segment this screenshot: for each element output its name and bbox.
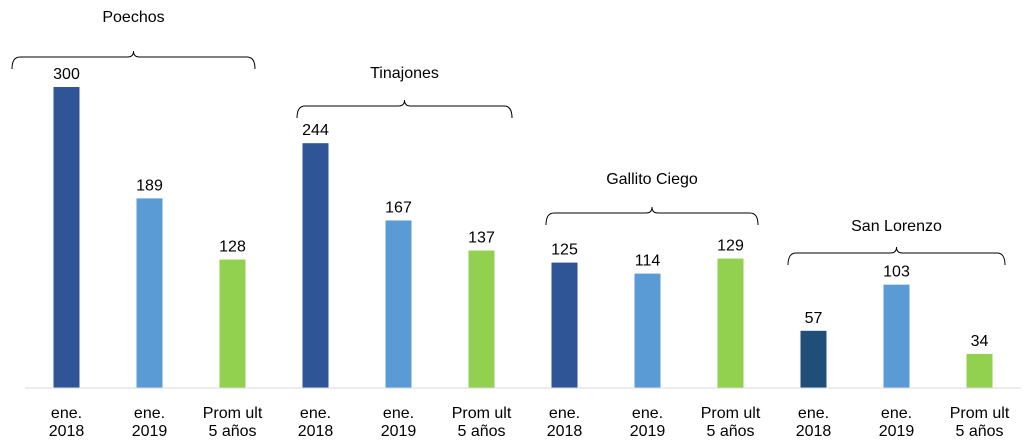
x-tick-label: ene. 2019 <box>879 405 915 440</box>
data-label: 300 <box>53 66 80 83</box>
x-tick-label: ene. 2019 <box>381 405 417 440</box>
group-bracket <box>787 246 1006 266</box>
bar <box>800 330 827 388</box>
x-tick-label-line: 2019 <box>381 423 417 440</box>
bar <box>468 250 495 388</box>
data-label: 137 <box>468 230 495 247</box>
x-tick-label-line: Prom ult <box>452 405 512 422</box>
bar <box>302 143 329 388</box>
bar <box>717 258 744 388</box>
data-label: 189 <box>136 177 163 194</box>
group-label: Gallito Ciego <box>606 171 698 188</box>
group-bracket <box>296 99 513 119</box>
data-label: 57 <box>805 310 823 327</box>
x-tick-label-line: 2019 <box>630 423 666 440</box>
data-label: 167 <box>385 199 412 216</box>
x-tick-label: ene. 2018 <box>49 405 85 440</box>
bar <box>219 259 246 388</box>
bar <box>53 87 80 388</box>
x-tick-label-line: Prom ult <box>950 405 1010 422</box>
x-tick-label-line: 5 años <box>955 423 1003 440</box>
x-tick-label-line: ene. <box>134 405 165 422</box>
x-tick-label: Prom ult 5 años <box>452 405 512 440</box>
bar <box>634 273 661 388</box>
x-tick-label-line: ene. <box>549 405 580 422</box>
x-tick-label-line: 2019 <box>879 423 915 440</box>
bar <box>883 284 910 388</box>
bar <box>966 353 993 388</box>
x-tick-label-line: ene. <box>881 405 912 422</box>
x-tick-label-line: ene. <box>51 405 82 422</box>
group-bracket <box>545 206 759 226</box>
group-bracket <box>11 50 256 70</box>
data-label: 129 <box>717 238 744 255</box>
x-tick-label: ene. 2018 <box>547 405 583 440</box>
data-label: 34 <box>971 333 989 350</box>
bar <box>136 198 163 388</box>
x-tick-label: Prom ult 5 años <box>950 405 1010 440</box>
x-tick-label-line: 5 años <box>706 423 754 440</box>
data-label: 114 <box>635 253 661 270</box>
group-label: Tinajones <box>370 65 439 82</box>
x-tick-label: ene. 2018 <box>298 405 334 440</box>
x-tick-label-line: 2018 <box>49 423 85 440</box>
data-label: 103 <box>883 264 910 281</box>
group-label: San Lorenzo <box>851 218 942 235</box>
data-label: 128 <box>219 239 246 256</box>
x-tick-label: ene. 2019 <box>630 405 666 440</box>
x-tick-label: Prom ult 5 años <box>701 405 761 440</box>
x-tick-label-line: ene. <box>798 405 829 422</box>
x-tick-label-line: ene. <box>300 405 331 422</box>
x-tick-label-line: 2019 <box>132 423 168 440</box>
bar <box>551 262 578 388</box>
x-tick-label-line: Prom ult <box>701 405 761 422</box>
x-tick-label-line: Prom ult <box>203 405 263 422</box>
x-tick-label-line: 2018 <box>298 423 334 440</box>
x-tick-label: Prom ult 5 años <box>203 405 263 440</box>
data-label: 244 <box>302 122 329 139</box>
x-tick-label-line: ene. <box>632 405 663 422</box>
x-tick-label-line: 5 años <box>208 423 256 440</box>
x-tick-label-line: 2018 <box>547 423 583 440</box>
x-tick-label-line: 5 años <box>457 423 505 440</box>
bar <box>385 220 412 388</box>
x-tick-label-line: ene. <box>383 405 414 422</box>
x-tick-label: ene. 2018 <box>796 405 832 440</box>
group-label: Poechos <box>102 9 164 26</box>
x-tick-label: ene. 2019 <box>132 405 168 440</box>
x-tick-label-line: 2018 <box>796 423 832 440</box>
data-label: 125 <box>551 242 578 259</box>
